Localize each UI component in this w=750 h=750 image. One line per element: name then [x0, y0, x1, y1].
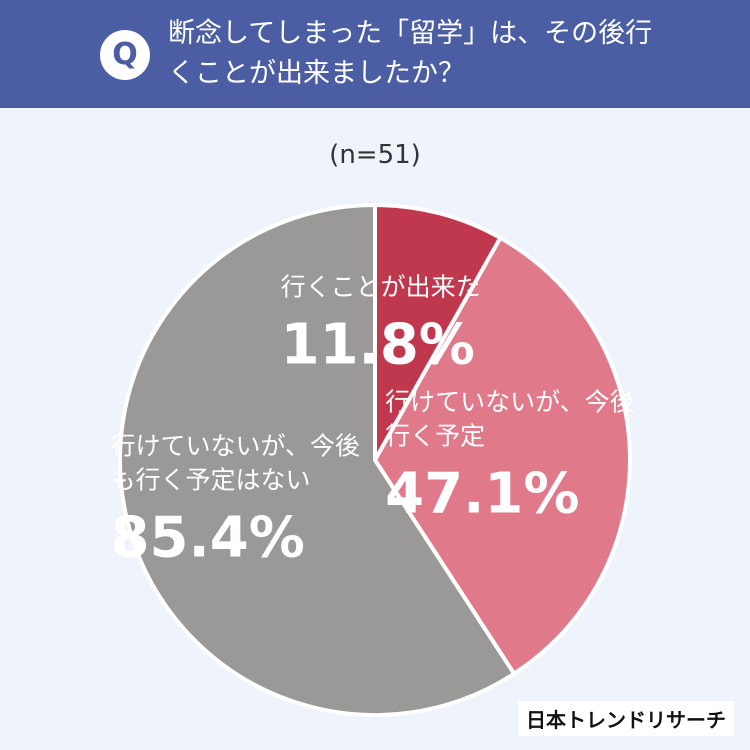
value-label: 47.1%	[385, 461, 580, 527]
pie-slice	[372, 235, 632, 677]
chart-title: 断念してしまった「留学」は、その後行くことが出来ましたか？	[168, 18, 653, 89]
slice-label: 行けていないが、今後も行く予定はない 85.4%	[111, 429, 371, 570]
category-label: 行けていないが、今後行く予定	[385, 387, 635, 451]
source: 日本トレンドリサーチ	[518, 701, 734, 736]
pie-slice	[373, 202, 504, 468]
header: Q 断念してしまった「留学」は、その後行くことが出来ましたか？	[0, 0, 750, 108]
slice-label: 行くことが出来た 11.8%	[281, 271, 541, 378]
subtitle: (n=51)	[329, 140, 421, 170]
badge: Q	[100, 30, 150, 80]
category-label: 行くことが出来た	[280, 272, 481, 302]
value-label: 11.8%	[280, 312, 475, 378]
category-label: 行けていないが、今後も行く予定はない	[110, 431, 361, 495]
pie-slice	[118, 202, 517, 717]
slice-label: 行けていないが、今後行く予定 47.1%	[385, 385, 645, 526]
value-label: 85.4%	[110, 505, 305, 571]
